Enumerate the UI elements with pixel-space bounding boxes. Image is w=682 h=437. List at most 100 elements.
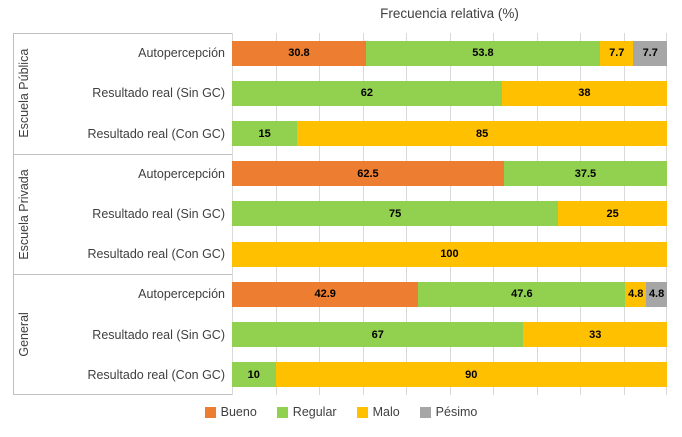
bar-segment-regular: 15: [232, 121, 298, 147]
data-label: 62.5: [357, 167, 379, 180]
bar-segment-malo: 25: [558, 201, 667, 227]
bar-segment-regular: 10: [232, 362, 276, 388]
group-separator-line: [13, 274, 232, 275]
data-label: 4.8: [648, 288, 665, 301]
legend-label: Regular: [292, 405, 337, 419]
bar-row: Autopercepción 62.5 37.5: [35, 154, 667, 194]
category-label: Resultado real (Con GC): [87, 247, 225, 262]
group-rows: Autopercepción 42.9 47.6 4.8 4.8 Resultado re…: [35, 274, 668, 395]
bar-stack: 62.5 37.5: [232, 161, 667, 187]
legend-swatch-icon: [419, 406, 431, 418]
legend-swatch-icon: [356, 406, 368, 418]
data-label: 10: [247, 368, 260, 381]
data-label: 30.8: [288, 47, 310, 60]
category-label: Autopercepción: [138, 46, 225, 61]
data-label: 33: [589, 328, 602, 341]
data-label: 38: [578, 87, 591, 100]
bar-segment-regular: 67: [232, 322, 524, 348]
group-rows: Autopercepción 30.8 53.8 7.7 7.7 Resultado re…: [35, 33, 667, 154]
data-label: 42.9: [314, 288, 336, 301]
legend-item-bueno: Bueno: [204, 405, 257, 419]
bar-segment-pésimo: 4.8: [646, 281, 668, 307]
bar-stack: 67 33: [232, 322, 667, 348]
legend-item-pésimo: Pésimo: [419, 405, 478, 419]
legend: Bueno Regular Malo Pésimo: [0, 405, 682, 419]
group-0: Escuela Pública Autopercepción 30.8 53.8 7.7…: [13, 33, 667, 154]
bar-stack: 62 38: [232, 80, 667, 106]
data-label: 67: [371, 328, 384, 341]
bar-row: Autopercepción 30.8 53.8 7.7 7.7: [35, 33, 667, 73]
data-label: 47.6: [511, 288, 533, 301]
data-label: 100: [440, 248, 459, 261]
data-label: 25: [606, 207, 619, 220]
bar-row: Autopercepción 42.9 47.6 4.8 4.8: [35, 274, 668, 314]
bar-row: Resultado real (Con GC) 10 90: [35, 355, 667, 395]
chart-title: Frecuencia relativa (%): [380, 6, 519, 21]
bar-segment-pésimo: 7.7: [633, 40, 667, 66]
group-label: Escuela Privada: [17, 168, 31, 260]
group-2: General Autopercepción 42.9 47.6 4.8 4.8 Resul…: [13, 274, 668, 395]
category-label: Resultado real (Sin GC): [92, 327, 225, 342]
bar-segment-malo: 33: [523, 322, 667, 348]
data-label: 62: [360, 87, 373, 100]
legend-item-regular: Regular: [276, 405, 337, 419]
bar-stack: 10 90: [232, 362, 667, 388]
legend-item-malo: Malo: [356, 405, 400, 419]
data-label: 85: [476, 127, 489, 140]
bar-segment-regular: 62: [232, 80, 502, 106]
legend-label: Pésimo: [435, 405, 478, 419]
category-label: Resultado real (Sin GC): [92, 86, 225, 101]
data-label: 90: [465, 368, 478, 381]
legend-swatch-icon: [204, 406, 216, 418]
data-label: 7.7: [642, 47, 658, 60]
data-label: 4.8: [628, 288, 644, 301]
group-label: Escuela Pública: [17, 48, 31, 138]
group-rows: Autopercepción 62.5 37.5 Resultado real (Si…: [35, 154, 667, 275]
category-label: Resultado real (Sin GC): [92, 206, 225, 221]
group-separator-line: [13, 394, 232, 395]
bar-segment-malo: 4.8: [625, 281, 647, 307]
bar-segment-malo: 100: [232, 241, 667, 267]
bar-segment-regular: 75: [232, 201, 559, 227]
bar-stack: 42.9 47.6 4.8 4.8: [232, 281, 668, 307]
bar-groups: Escuela Pública Autopercepción 30.8 53.8 7.7…: [13, 33, 668, 395]
category-label: Resultado real (Con GC): [87, 367, 225, 382]
bar-row: Resultado real (Sin GC) 75 25: [35, 194, 667, 234]
bar-segment-regular: 47.6: [418, 281, 626, 307]
bar-row: Resultado real (Sin GC) 67 33: [35, 315, 667, 355]
plot-area: Escuela Pública Autopercepción 30.8 53.8 7.7…: [13, 33, 668, 395]
group-separator-line: [13, 33, 232, 34]
bar-segment-bueno: 42.9: [232, 281, 419, 307]
category-axis-line: [13, 33, 14, 395]
data-label: 53.8: [472, 47, 494, 60]
bar-row: Resultado real (Sin GC) 62 38: [35, 73, 667, 113]
data-label: 37.5: [574, 167, 597, 180]
group-separator-line: [13, 154, 232, 155]
bar-stack: 30.8 53.8 7.7 7.7: [232, 40, 667, 66]
group-label: General: [17, 312, 31, 357]
bar-stack: 75 25: [232, 201, 667, 227]
bar-row: Resultado real (Con GC) 100: [35, 234, 667, 274]
bar-segment-malo: 7.7: [599, 40, 634, 66]
bar-row: Resultado real (Con GC) 15 85: [35, 113, 667, 153]
bar-segment-malo: 38: [501, 80, 667, 106]
legend-label: Malo: [372, 405, 400, 419]
data-label: 75: [389, 207, 402, 220]
bar-segment-regular: 37.5: [503, 161, 667, 187]
bar-segment-regular: 53.8: [365, 40, 600, 66]
data-label: 15: [258, 127, 271, 140]
category-label: Autopercepción: [138, 287, 225, 302]
data-label: 7.7: [609, 47, 625, 60]
bar-segment-bueno: 30.8: [232, 40, 366, 66]
category-label: Resultado real (Con GC): [87, 126, 225, 141]
bar-segment-bueno: 62.5: [232, 161, 504, 187]
category-label: Autopercepción: [138, 166, 225, 181]
bar-stack: 15 85: [232, 121, 667, 147]
legend-label: Bueno: [220, 405, 257, 419]
group-1: Escuela Privada Autopercepción 62.5 37.5 Res…: [13, 154, 667, 275]
bar-segment-malo: 90: [275, 362, 667, 388]
legend-swatch-icon: [276, 406, 288, 418]
bar-stack: 100: [232, 241, 667, 267]
bar-segment-malo: 85: [297, 121, 667, 147]
